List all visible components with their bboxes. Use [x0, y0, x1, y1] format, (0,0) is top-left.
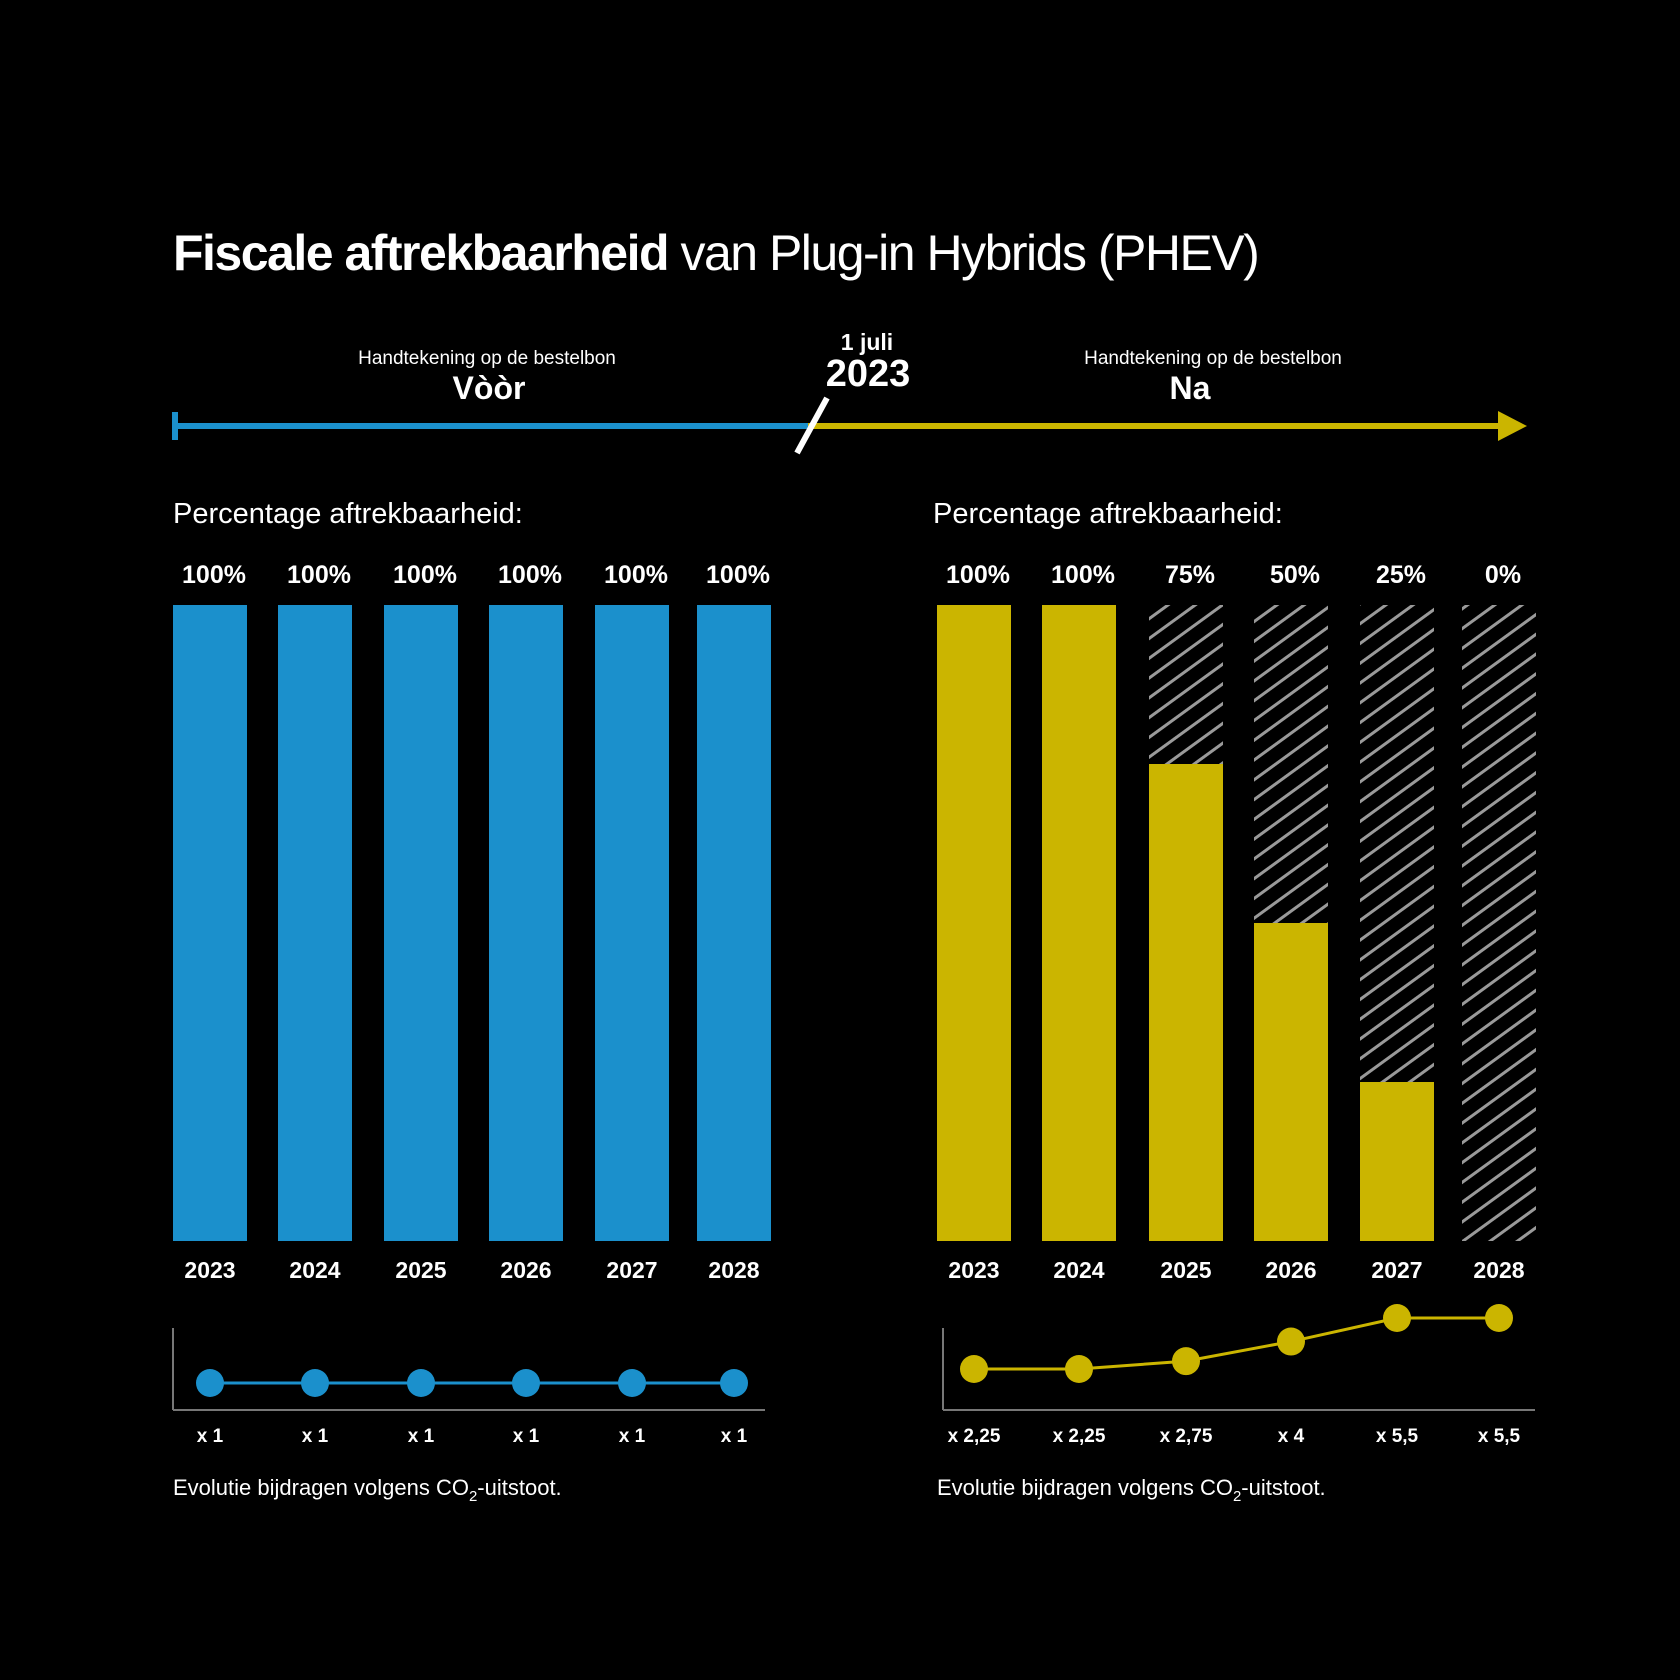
after-line-point-2025 — [1172, 1347, 1200, 1376]
before-bar-2026 — [489, 605, 563, 1241]
after-multiplier-label: x 2,75 — [1160, 1426, 1213, 1447]
after-bar-2024 — [1042, 605, 1116, 1241]
after-year-label: 2024 — [1053, 1257, 1104, 1283]
before-year-label: 2026 — [500, 1257, 551, 1283]
timeline-date-day: 1 juli — [841, 329, 893, 355]
before-multiplier-label: x 1 — [721, 1426, 748, 1447]
before-multiplier-label: x 1 — [197, 1426, 224, 1447]
timeline-right-caption: Handtekening op de bestelbon — [1084, 348, 1342, 369]
after-bar-remainder-2025 — [1149, 605, 1223, 764]
before-bar-value-label: 100% — [182, 561, 246, 589]
after-multiplier-label: x 5,5 — [1376, 1426, 1419, 1447]
before-chart-title: Percentage aftrekbaarheid: — [173, 498, 523, 530]
before-line-point-2028 — [720, 1369, 748, 1397]
before-line-point-2024 — [301, 1369, 329, 1397]
after-bar-remainder-2026 — [1254, 605, 1328, 923]
before-line-chart: x 1 x 1 x 1 x 1 x 1 x 1 — [172, 1328, 765, 1447]
before-line-point-2026 — [512, 1369, 540, 1397]
after-year-label: 2028 — [1473, 1257, 1524, 1283]
after-year-label: 2023 — [948, 1257, 999, 1283]
after-bar-value-label: 0% — [1485, 561, 1521, 589]
after-caption-sub: 2 — [1233, 1488, 1241, 1505]
after-caption-main: Evolutie bijdragen volgens CO — [937, 1475, 1233, 1500]
before-multiplier-label: x 1 — [619, 1426, 646, 1447]
after-bar-2023 — [937, 605, 1011, 1241]
before-bar-2024 — [278, 605, 352, 1241]
before-bar-value-label: 100% — [287, 561, 351, 589]
after-bar-remainder-2028 — [1462, 605, 1536, 1241]
before-year-label: 2023 — [184, 1257, 235, 1283]
before-year-label: 2025 — [395, 1257, 446, 1283]
timeline-left-caption: Handtekening op de bestelbon — [358, 348, 616, 369]
before-bar-chart: 100% 2023 100% 2024 100% 2025 100% 2026 100% 2027… — [173, 561, 771, 1283]
before-bar-value-label: 100% — [393, 561, 457, 589]
title-rest: van Plug-in Hybrids (PHEV) — [680, 225, 1259, 281]
before-multiplier-label: x 1 — [513, 1426, 540, 1447]
after-caption-end: -uitstoot. — [1241, 1475, 1325, 1500]
after-year-label: 2025 — [1160, 1257, 1211, 1283]
after-bar-2026 — [1254, 923, 1328, 1241]
timeline-right-label: Na — [1170, 370, 1211, 406]
before-bar-value-label: 100% — [604, 561, 668, 589]
timeline-date-year: 2023 — [826, 353, 911, 395]
timeline-left-label: Vòòr — [453, 370, 526, 406]
before-line-point-2027 — [618, 1369, 646, 1397]
after-line-series — [974, 1316, 1499, 1371]
after-multiplier-label: x 4 — [1278, 1426, 1305, 1447]
timeline: Handtekening op de bestelbon Vòòr 1 juli… — [172, 329, 1527, 455]
after-bar-chart: 100% 2023 100% 2024 75% 2025 50% 2026 25% 2027 0% 2… — [937, 561, 1536, 1283]
before-bar-2027 — [595, 605, 669, 1241]
before-bar-2025 — [384, 605, 458, 1241]
after-bar-value-label: 50% — [1270, 561, 1320, 589]
after-multiplier-label: x 2,25 — [1053, 1426, 1106, 1447]
before-caption-sub: 2 — [469, 1488, 477, 1505]
before-year-label: 2028 — [708, 1257, 759, 1283]
before-caption: Evolutie bijdragen volgens CO2-uitstoot. — [173, 1475, 562, 1505]
before-year-label: 2024 — [289, 1257, 340, 1283]
after-line-point-2023 — [960, 1355, 988, 1383]
before-caption-end: -uitstoot. — [477, 1475, 561, 1500]
before-caption-main: Evolutie bijdragen volgens CO — [173, 1475, 469, 1500]
before-line-point-2023 — [196, 1369, 224, 1397]
after-line-point-2026 — [1277, 1327, 1305, 1356]
title-bold: Fiscale aftrekbaarheid — [173, 225, 670, 281]
after-bar-value-label: 100% — [1051, 561, 1115, 589]
timeline-break-slash — [794, 396, 830, 455]
after-year-label: 2027 — [1371, 1257, 1422, 1283]
after-bar-2027 — [1360, 1082, 1434, 1241]
before-bar-value-label: 100% — [706, 561, 770, 589]
before-bar-2023 — [173, 605, 247, 1241]
after-line-chart: x 2,25 x 2,25 x 2,75 x 4 x 5,5 x 5,5 — [942, 1304, 1535, 1447]
after-year-label: 2026 — [1265, 1257, 1316, 1283]
page-title: Fiscale aftrekbaarheid van Plug-in Hybri… — [173, 224, 1260, 282]
before-bar-2028 — [697, 605, 771, 1241]
after-bar-value-label: 75% — [1165, 561, 1215, 589]
before-multiplier-label: x 1 — [408, 1426, 435, 1447]
after-bar-value-label: 100% — [946, 561, 1010, 589]
before-year-label: 2027 — [606, 1257, 657, 1283]
after-line-point-2027 — [1383, 1304, 1411, 1332]
after-bar-remainder-2027 — [1360, 605, 1434, 1082]
after-multiplier-label: x 5,5 — [1478, 1426, 1521, 1447]
before-multiplier-label: x 1 — [302, 1426, 329, 1447]
before-bar-value-label: 100% — [498, 561, 562, 589]
after-bar-value-label: 25% — [1376, 561, 1426, 589]
after-bar-2025 — [1149, 764, 1223, 1241]
after-caption: Evolutie bijdragen volgens CO2-uitstoot. — [937, 1475, 1326, 1505]
after-chart-title: Percentage aftrekbaarheid: — [933, 498, 1283, 530]
after-line-point-2028 — [1485, 1304, 1513, 1332]
after-line-point-2024 — [1065, 1355, 1093, 1383]
after-multiplier-label: x 2,25 — [948, 1426, 1001, 1447]
before-line-point-2025 — [407, 1369, 435, 1397]
timeline-arrow-head — [1498, 411, 1527, 441]
